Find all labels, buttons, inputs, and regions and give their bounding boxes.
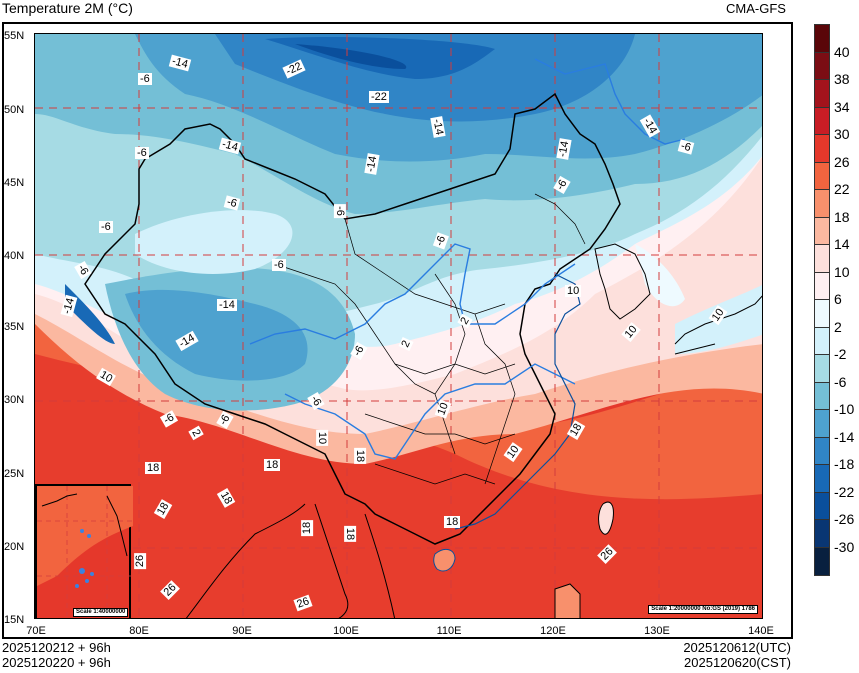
contour-label: 26	[134, 552, 147, 570]
contour-label: 18	[354, 447, 367, 465]
lon-label-70e: 70E	[26, 625, 46, 637]
inset-map	[37, 486, 133, 618]
lon-label-110e: 110E	[436, 625, 462, 637]
valid-time-cst: 2025120620(CST)	[684, 655, 791, 670]
lat-label-40n: 40N	[4, 250, 25, 262]
lon-label-90e: 90E	[232, 625, 252, 637]
contour-label: 18	[444, 516, 461, 528]
colorbar-tick-label: -26	[834, 511, 855, 527]
colorbar-segment	[815, 437, 829, 465]
colorbar-tick-label: 18	[834, 208, 850, 225]
contour-label: -22	[369, 91, 389, 103]
chart-title: Temperature 2M (°C)	[2, 0, 133, 16]
colorbar-segment	[815, 245, 829, 273]
colorbar-segment	[815, 327, 829, 355]
plot-frame	[2, 22, 793, 639]
colorbar-tick-label: 26	[834, 153, 850, 170]
temperature-map: Scale 1:40000000 Scale 1:20000000 No:GS …	[34, 33, 763, 619]
lat-label-20n: 20N	[4, 541, 25, 553]
contour-label: 18	[301, 519, 314, 537]
lat-label-45n: 45N	[4, 177, 25, 189]
init-time-utc: 2025120212 + 96h	[2, 640, 111, 655]
colorbar-segment	[815, 492, 829, 520]
colorbar-segment	[815, 272, 829, 300]
colorbar-segment	[815, 80, 829, 108]
contour-label: 18	[344, 525, 357, 543]
model-name: CMA-GFS	[726, 1, 786, 16]
init-time-cst: 2025120220 + 96h	[2, 655, 111, 670]
contour-label: 10	[316, 429, 329, 447]
colorbar-tick-label: 38	[834, 71, 850, 87]
colorbar-tick-label: 22	[834, 181, 850, 197]
colorbar-tick-label: 14	[834, 236, 850, 252]
lat-label-25n: 25N	[4, 468, 25, 480]
colorbar-tick-label: -14	[834, 428, 855, 445]
colorbar-tick-label: 2	[834, 318, 842, 335]
colorbar-segment	[815, 135, 829, 163]
colorbar-segment	[815, 547, 829, 575]
colorbar-segment	[815, 410, 829, 438]
colorbar-tick-label: 6	[834, 291, 842, 307]
colorbar-tick-label: -10	[834, 401, 855, 417]
contour-label: -6	[138, 73, 152, 85]
colorbar-segment	[815, 520, 829, 548]
colorbar-segment	[815, 52, 829, 80]
colorbar-segment	[815, 382, 829, 410]
colorbar-tick-label: -30	[834, 538, 855, 555]
colorbar-tick-label: 10	[834, 263, 850, 280]
main-scale-label: Scale 1:20000000 No:GS (2019) 1786	[648, 605, 758, 614]
contour-label: 18	[264, 459, 281, 471]
lon-label-130e: 130E	[644, 625, 670, 637]
lat-label-50n: 50N	[4, 104, 25, 116]
colorbar-tick-label: -22	[834, 483, 855, 500]
colorbar-tick-label: -2	[834, 346, 847, 362]
contour-label: -14	[217, 299, 237, 311]
lon-label-100e: 100E	[333, 625, 359, 637]
colorbar-tick-label: 40	[834, 43, 850, 60]
valid-time-utc: 2025120612(UTC)	[683, 640, 791, 655]
lon-label-120e: 120E	[540, 625, 566, 637]
lat-label-35n: 35N	[4, 321, 25, 333]
colorbar-tick-label: 34	[834, 98, 850, 115]
contour-label: -6	[135, 147, 149, 159]
south-china-sea-inset: Scale 1:40000000	[35, 484, 133, 618]
colorbar-segment	[815, 465, 829, 493]
colorbar-tick-label: -18	[834, 456, 855, 472]
contour-label: 10	[565, 285, 582, 297]
colorbar-segment	[815, 217, 829, 245]
lon-label-80e: 80E	[129, 625, 149, 637]
colorbar-segment	[815, 355, 829, 383]
contour-label: 18	[145, 462, 162, 474]
lat-label-55n: 55N	[4, 30, 25, 42]
colorbar-segment	[815, 190, 829, 218]
lat-label-15n: 15N	[4, 614, 25, 626]
colorbar-segment	[815, 107, 829, 135]
colorbar-segment	[815, 25, 829, 53]
colorbar	[814, 24, 830, 576]
colorbar-segment	[815, 300, 829, 328]
colorbar-tick-label: 30	[834, 126, 850, 142]
colorbar-tick-label: -6	[834, 373, 847, 390]
colorbar-segment	[815, 162, 829, 190]
inset-scale-label: Scale 1:40000000	[73, 608, 129, 617]
contour-label: -6	[272, 259, 286, 271]
lat-label-30n: 30N	[4, 394, 25, 406]
contour-label: -6	[99, 221, 113, 233]
graticule	[35, 34, 762, 618]
lon-label-140e: 140E	[748, 625, 774, 637]
contour-label: -6	[333, 204, 346, 218]
